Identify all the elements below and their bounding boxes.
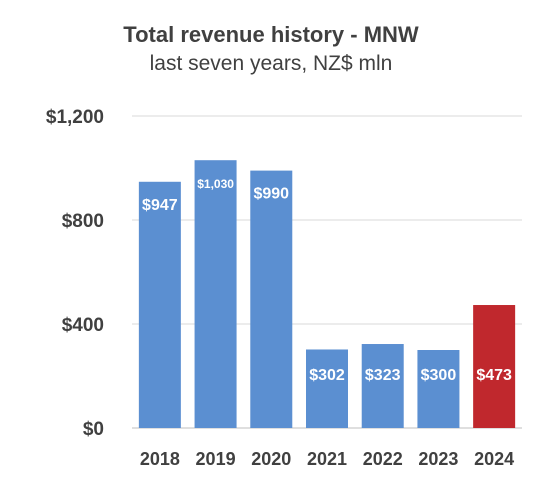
x-tick-label: 2021 bbox=[307, 449, 347, 469]
y-tick-label: $400 bbox=[62, 315, 104, 336]
y-tick-label: $0 bbox=[83, 419, 104, 440]
x-tick-label: 2018 bbox=[140, 449, 180, 469]
bar bbox=[417, 350, 460, 428]
data-label: $300 bbox=[421, 367, 457, 384]
data-label: $473 bbox=[476, 367, 512, 384]
data-label: $947 bbox=[142, 197, 178, 214]
data-labels: $947 $1,030 $990 $302 $323 $300 $473 bbox=[142, 177, 512, 384]
x-tick-label: 2022 bbox=[363, 449, 403, 469]
y-axis-labels: $0 $400 $800 $1,200 bbox=[46, 107, 104, 440]
data-label: $990 bbox=[253, 186, 289, 203]
y-tick-label: $800 bbox=[62, 211, 104, 232]
bar bbox=[473, 305, 516, 428]
bars bbox=[138, 160, 516, 428]
chart-title: Total revenue history - MNW bbox=[123, 22, 419, 47]
data-label: $1,030 bbox=[197, 177, 234, 191]
bar bbox=[250, 170, 293, 428]
data-label: $323 bbox=[365, 367, 401, 384]
y-tick-label: $1,200 bbox=[46, 107, 104, 128]
chart-subtitle: last seven years, NZ$ mln bbox=[149, 52, 393, 75]
x-axis-labels: 2018 2019 2020 2021 2022 2023 2024 bbox=[140, 449, 514, 469]
bar bbox=[138, 181, 181, 428]
x-tick-label: 2020 bbox=[251, 449, 291, 469]
x-tick-label: 2024 bbox=[474, 449, 514, 469]
data-label: $302 bbox=[309, 367, 345, 384]
bar bbox=[361, 344, 404, 428]
bar bbox=[306, 349, 348, 428]
x-tick-label: 2023 bbox=[418, 449, 458, 469]
x-tick-label: 2019 bbox=[196, 449, 236, 469]
bar bbox=[194, 160, 237, 428]
